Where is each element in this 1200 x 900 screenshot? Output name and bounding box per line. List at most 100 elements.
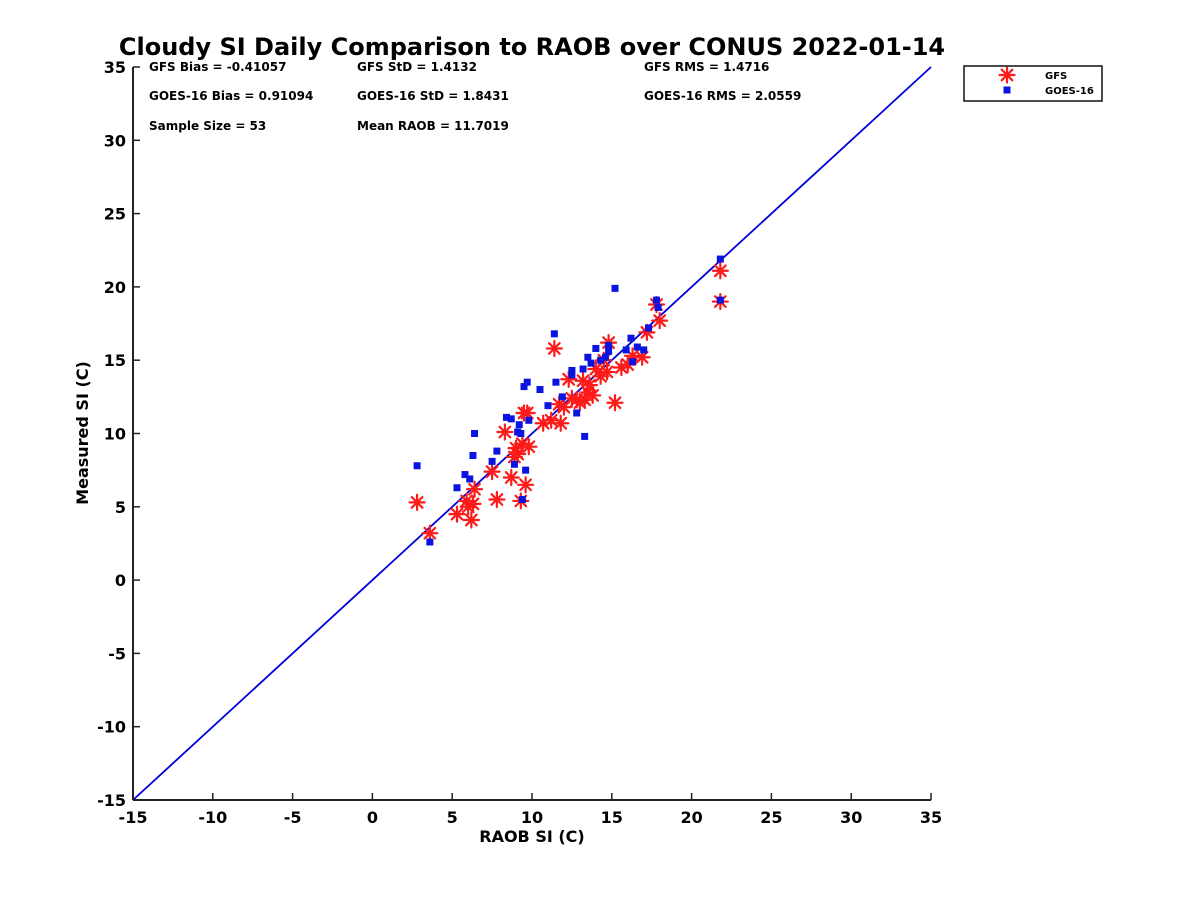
goes16-point: [488, 457, 496, 465]
goes16-point: [592, 344, 600, 352]
gfs-point: [496, 423, 514, 441]
goes16-point: [587, 359, 595, 367]
goes16-point: [536, 386, 544, 394]
goes16-point: [581, 432, 589, 440]
stat-annotation: GFS Bias = -0.41057: [149, 60, 286, 74]
x-tick-label: -10: [198, 808, 227, 827]
goes16-point: [645, 324, 653, 332]
y-tick-label: -15: [97, 791, 126, 810]
x-tick-label: 15: [601, 808, 623, 827]
gfs-point: [584, 386, 602, 404]
stat-annotation: GFS StD = 1.4132: [357, 60, 477, 74]
x-tick-label: 30: [840, 808, 862, 827]
goes16-point: [568, 371, 576, 379]
x-tick-label: 25: [760, 808, 782, 827]
legend: GFS GOES-16: [963, 65, 1103, 102]
goes16-point: [558, 393, 566, 401]
goes16-point: [471, 430, 479, 437]
goes16-point: [515, 421, 523, 429]
goes16-point: [510, 460, 518, 468]
goes16-point: [605, 347, 613, 355]
goes16-point: [611, 284, 619, 292]
gfs-point: [448, 505, 466, 523]
goes16-point: [597, 356, 605, 364]
legend-goes16-marker: [1003, 86, 1011, 94]
x-tick-label: 10: [521, 808, 543, 827]
y-axis-ticks: -15 -10 -5 0 5 10 15 20 25 30 35: [97, 58, 140, 810]
chart-title: Cloudy SI Daily Comparison to RAOB over …: [119, 33, 945, 61]
goes16-point: [469, 451, 477, 459]
y-tick-label: -5: [108, 644, 126, 663]
stat-annotation: Mean RAOB = 11.7019: [357, 119, 509, 133]
gfs-point: [520, 438, 538, 456]
goes16-point: [426, 538, 434, 546]
gfs-point: [488, 490, 506, 509]
goes16-point: [579, 365, 587, 373]
goes16-point: [568, 366, 576, 374]
legend-goes16-label: GOES-16: [1045, 86, 1094, 97]
goes16-point: [584, 353, 592, 361]
goes16-point: [601, 353, 609, 361]
x-tick-label: -15: [119, 808, 148, 827]
gfs-point: [462, 511, 480, 529]
x-tick-label: 5: [447, 808, 458, 827]
goes16-point: [413, 462, 421, 470]
gfs-point: [598, 363, 616, 381]
gfs-point: [552, 414, 570, 432]
gfs-point: [518, 404, 536, 422]
x-tick-label: 20: [680, 808, 702, 827]
stat-annotation: Sample Size = 53: [149, 119, 266, 133]
gfs-point: [606, 394, 624, 412]
goes16-point: [627, 334, 635, 342]
goes16-point: [461, 471, 469, 479]
goes16-point: [466, 475, 474, 483]
y-tick-label: 20: [104, 278, 126, 297]
goes16-point: [629, 358, 637, 366]
x-axis-label: RAOB SI (C): [479, 827, 584, 846]
goes16-point: [622, 346, 630, 354]
stat-annotation: GFS RMS = 1.4716: [644, 60, 769, 74]
goes16-point: [502, 413, 510, 421]
goes16-point: [716, 255, 724, 263]
goes16-point: [525, 416, 533, 424]
x-tick-label: 0: [367, 808, 378, 827]
goes16-point: [544, 402, 552, 410]
goes16-point: [654, 303, 662, 311]
gfs-point: [545, 339, 563, 358]
goes16-point: [493, 447, 501, 455]
gfs-point: [464, 495, 482, 513]
y-axis-label: Measured SI (C): [73, 361, 92, 505]
series-gfs: [408, 262, 729, 542]
y-tick-label: 30: [104, 131, 126, 150]
stat-annotation: GOES-16 RMS = 2.0559: [644, 89, 801, 103]
goes16-point: [523, 378, 531, 386]
goes16-point: [652, 296, 660, 304]
y-tick-label: 25: [104, 205, 126, 224]
goes16-point: [550, 330, 558, 338]
gfs-point: [560, 370, 578, 388]
gfs-point: [517, 476, 535, 494]
stats-annotations: GFS Bias = -0.41057 GFS StD = 1.4132 GFS R…: [149, 60, 801, 133]
gfs-point: [483, 463, 501, 481]
x-tick-label: -5: [284, 808, 302, 827]
series-goes16: [413, 255, 724, 546]
y-tick-label: 10: [104, 425, 126, 444]
legend-gfs-marker: [998, 66, 1016, 84]
y-tick-label: 35: [104, 58, 126, 77]
gfs-point: [408, 493, 426, 512]
goes16-point: [552, 378, 560, 386]
goes16-point: [573, 409, 581, 417]
gfs-point: [421, 524, 439, 542]
goes16-point: [716, 296, 724, 304]
legend-box: [963, 65, 1103, 102]
legend-gfs-label: GFS: [1045, 71, 1067, 82]
plot-area: [132, 66, 932, 801]
axes: -15 -10 -5 0 5 10 15 20 25 30 35 -15 -10 -5 0 5 10 15 20 2…: [97, 58, 942, 827]
y-tick-label: 0: [115, 571, 126, 590]
x-tick-label: 35: [920, 808, 942, 827]
gfs-point: [711, 262, 729, 280]
y-tick-label: -10: [97, 718, 126, 737]
goes16-point: [520, 383, 528, 391]
goes16-point: [640, 346, 648, 354]
